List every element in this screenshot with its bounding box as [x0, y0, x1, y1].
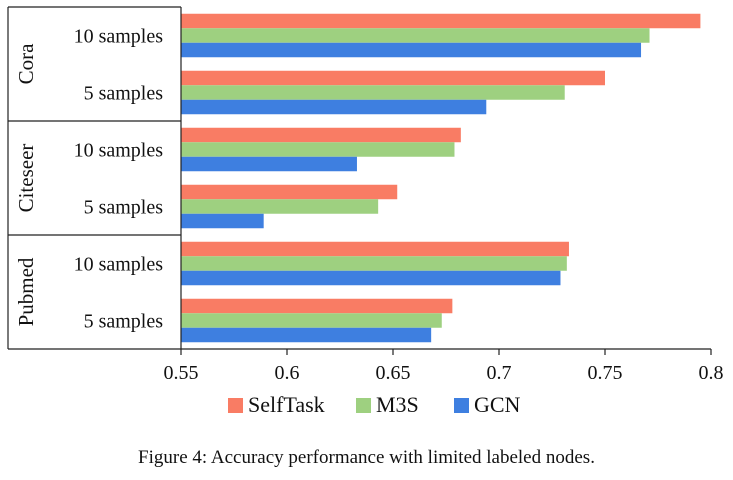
bar-selftask-0	[181, 13, 701, 29]
group-label-pubmed: Pubmed	[14, 257, 38, 326]
bar-m3s-1	[181, 85, 565, 100]
bar-m3s-2	[181, 142, 455, 157]
group-label-citeseer: Citeseer	[14, 144, 38, 213]
x-tick-label: 0.75	[588, 362, 623, 384]
category-label: 5 samples	[84, 311, 164, 333]
bar-selftask-4	[181, 241, 569, 257]
x-tick-label: 0.55	[164, 362, 199, 384]
group-label-cora: Cora	[14, 43, 38, 85]
category-label: 10 samples	[74, 26, 164, 48]
category-label: 10 samples	[74, 140, 164, 162]
category-label: 10 samples	[74, 254, 164, 276]
bar-gcn-4	[181, 270, 561, 286]
x-tick-label: 0.65	[376, 362, 411, 384]
bar-chart: 10 samples 5 samples 10 samples 5 samples 10…	[7, 6, 724, 417]
category-label: 5 samples	[84, 83, 164, 105]
x-tick-label: 0.7	[487, 362, 512, 384]
bar-gcn-5	[181, 327, 432, 343]
legend-swatch-m3s	[356, 398, 371, 413]
legend-swatch-selftask	[228, 398, 243, 413]
legend-swatch-gcn	[454, 398, 469, 413]
bar-selftask-1	[181, 70, 605, 86]
legend-label-m3s: M3S	[376, 392, 419, 417]
legend-label-gcn: GCN	[474, 392, 521, 417]
bar-gcn-3	[181, 213, 264, 229]
category-label: 5 samples	[84, 197, 164, 219]
bar-m3s-3	[181, 199, 379, 214]
bar-selftask-5	[181, 298, 453, 314]
bar-gcn-0	[181, 42, 642, 58]
legend-label-selftask: SelfTask	[248, 392, 325, 417]
bar-selftask-3	[181, 184, 398, 200]
bar-gcn-1	[181, 99, 487, 115]
x-tick-label: 0.6	[275, 362, 300, 384]
x-tick-label: 0.8	[699, 362, 724, 384]
bar-m3s-5	[181, 313, 442, 328]
bar-m3s-0	[181, 28, 650, 43]
bar-gcn-2	[181, 156, 357, 172]
bar-selftask-2	[181, 127, 461, 143]
bar-m3s-4	[181, 256, 567, 271]
figure-caption: Figure 4: Accuracy performance with limi…	[138, 447, 595, 468]
